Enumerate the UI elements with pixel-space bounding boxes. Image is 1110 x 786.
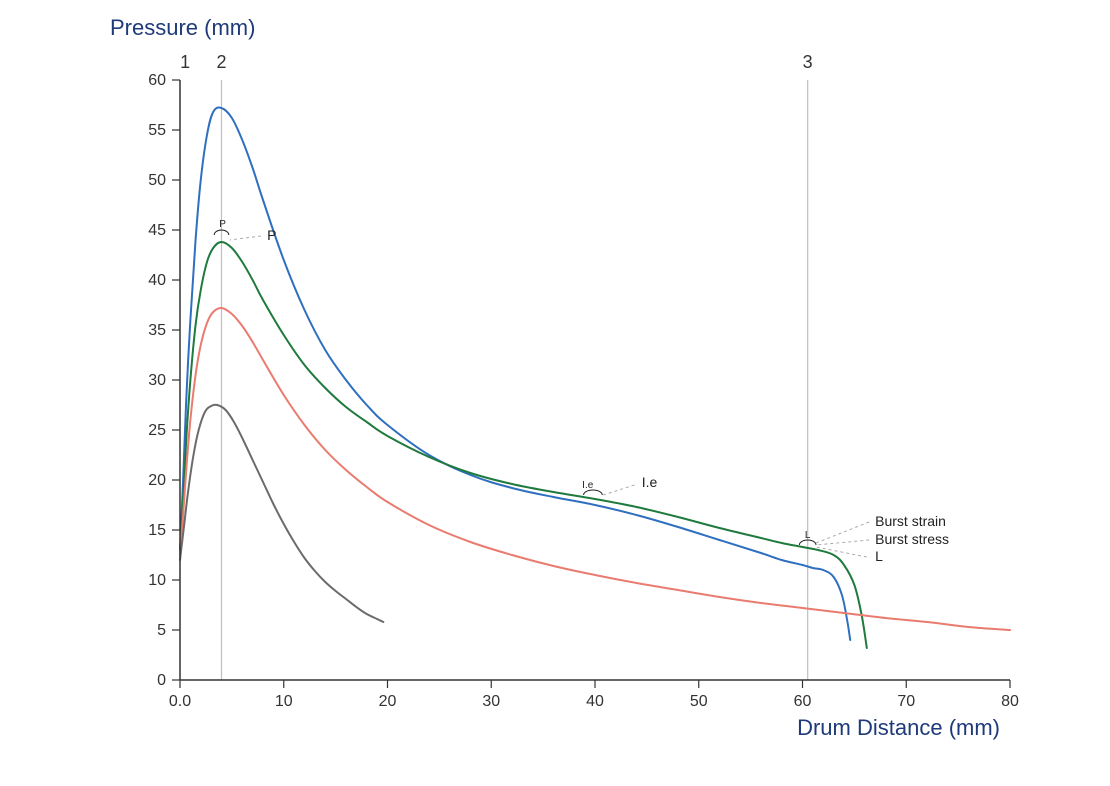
x-tick-label: 10 (275, 693, 293, 710)
extra-label-1: Burst stress (875, 531, 949, 547)
y-tick-label: 25 (148, 422, 166, 439)
top-marker-3: 3 (803, 52, 813, 72)
pressure-distance-line-chart: 0 5 10 15 20 25 30 35 40 45 50 55 60 0.0 10 20 30 40 50 60 7… (0, 0, 1110, 786)
y-tick-label: 45 (148, 222, 166, 239)
y-tick-label: 40 (148, 272, 166, 289)
x-tick-label: 70 (897, 693, 915, 710)
top-marker-2: 2 (216, 52, 226, 72)
x-tick-label: 60 (794, 693, 812, 710)
y-axis-title: Pressure (mm) (110, 15, 255, 40)
y-tick-label: 5 (157, 622, 166, 639)
y-tick-label: 20 (148, 472, 166, 489)
annot-label-P: P (267, 227, 276, 243)
x-tick-label: 0.0 (169, 693, 191, 710)
annot-label-L: L (875, 548, 883, 564)
y-tick-label: 15 (148, 522, 166, 539)
y-tick-label: 35 (148, 322, 166, 339)
annot-label-Ie: I.e (642, 474, 658, 490)
annot-mark-Ie: I.e (582, 480, 594, 491)
x-tick-label: 20 (379, 693, 397, 710)
x-tick-label: 80 (1001, 693, 1019, 710)
chart-background (0, 0, 1110, 786)
y-tick-label: 60 (148, 72, 166, 89)
y-tick-label: 55 (148, 122, 166, 139)
x-tick-label: 50 (690, 693, 708, 710)
y-tick-label: 50 (148, 172, 166, 189)
y-tick-label: 10 (148, 572, 166, 589)
annot-mark-P: P (219, 219, 226, 230)
top-marker-1: 1 (180, 52, 190, 72)
chart-container: 0 5 10 15 20 25 30 35 40 45 50 55 60 0.0 10 20 30 40 50 60 7… (0, 0, 1110, 786)
x-tick-label: 30 (482, 693, 500, 710)
annot-mark-L: L (805, 530, 811, 541)
x-axis-title: Drum Distance (mm) (797, 715, 1000, 740)
extra-label-0: Burst strain (875, 513, 946, 529)
y-tick-label: 30 (148, 372, 166, 389)
x-tick-label: 40 (586, 693, 604, 710)
y-tick-label: 0 (157, 672, 166, 689)
